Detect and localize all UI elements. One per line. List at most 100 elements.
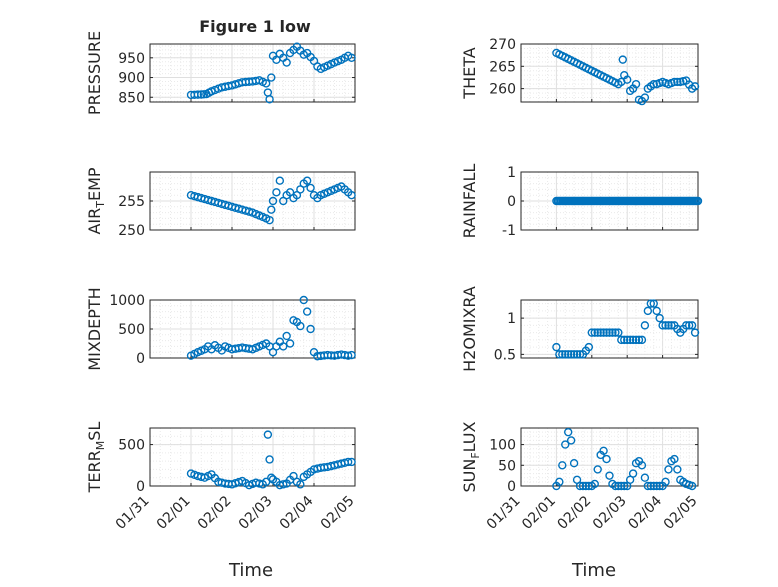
data-point xyxy=(670,77,679,87)
data-point xyxy=(285,339,295,348)
data-point xyxy=(267,73,276,82)
y-tick-label: 255 xyxy=(118,194,145,210)
data-point xyxy=(664,321,673,330)
data-point xyxy=(670,454,679,464)
x-tick-label: 02/01 xyxy=(154,493,194,533)
data-point xyxy=(628,335,638,345)
data-point xyxy=(343,351,353,360)
panel-terr-msl: 0 500 01/31 02/01 02/02 02/03 02/04 02/05 TERRMS… xyxy=(85,422,358,533)
data-point xyxy=(637,335,647,345)
axes-box xyxy=(520,43,699,103)
data-point xyxy=(593,328,602,337)
data-point xyxy=(561,350,570,359)
data-point xyxy=(649,79,658,89)
data-point xyxy=(564,427,573,437)
y-tick-label: 950 xyxy=(118,51,145,67)
data-point xyxy=(605,328,614,337)
y-tick-label: 50 xyxy=(498,458,516,474)
panel-h2omixra: 0.5 1 H2OMIXRA xyxy=(460,286,700,372)
data-point xyxy=(623,335,632,345)
axes-box xyxy=(149,43,356,103)
data-point xyxy=(631,335,641,345)
panel-rainfall: -1 0 1 RAINFALL xyxy=(460,164,703,239)
data-point xyxy=(279,480,288,489)
data-point xyxy=(555,477,564,487)
y-axis-label: MIXDEPTH xyxy=(85,287,104,370)
data-point xyxy=(628,469,638,478)
y-tick-label: 0 xyxy=(507,479,516,495)
data-point xyxy=(640,93,650,102)
x-tick-label: 02/01 xyxy=(519,493,559,533)
data-point xyxy=(267,205,276,214)
data-point xyxy=(652,481,661,491)
data-point xyxy=(555,350,564,359)
y-tick-label: -1 xyxy=(502,223,516,239)
data-point xyxy=(690,82,700,91)
data-point xyxy=(682,321,691,330)
data-point xyxy=(643,306,653,316)
y-tick-label: 260 xyxy=(489,82,516,98)
x-tick-label: 02/05 xyxy=(318,493,358,533)
data-point xyxy=(649,299,658,308)
data-point xyxy=(569,459,579,468)
data-point xyxy=(564,350,573,359)
x-tick-label: 02/04 xyxy=(277,493,317,533)
data-point xyxy=(655,481,664,491)
y-tick-label: 1 xyxy=(507,311,516,327)
data-point xyxy=(637,461,647,470)
x-tick-label: 02/03 xyxy=(590,493,630,533)
data-point xyxy=(596,328,605,337)
data-point xyxy=(661,477,670,487)
data-point xyxy=(673,465,682,474)
panel-theta: 260 265 270 THETA xyxy=(460,37,700,106)
data-point xyxy=(566,350,576,359)
data-point xyxy=(690,328,700,337)
data-point xyxy=(268,196,278,206)
data-point xyxy=(343,457,353,467)
data-point xyxy=(275,176,285,185)
data-point xyxy=(578,481,588,491)
data-point xyxy=(581,481,591,491)
data-point xyxy=(584,342,594,352)
data-point xyxy=(569,350,579,359)
data-point xyxy=(605,471,614,480)
data-point xyxy=(282,58,291,67)
x-axis-label-left: Time xyxy=(228,560,273,581)
data-point xyxy=(279,342,288,351)
data-point xyxy=(193,90,203,99)
axes-box xyxy=(520,299,699,359)
data-point xyxy=(306,324,315,334)
data-point xyxy=(561,440,570,449)
y-tick-label: 0 xyxy=(136,351,145,367)
data-point xyxy=(673,77,682,87)
y-tick-label: 100 xyxy=(489,438,516,454)
data-point xyxy=(614,481,623,491)
data-point xyxy=(599,328,608,337)
data-point xyxy=(575,481,585,491)
data-point xyxy=(640,321,650,330)
data-point xyxy=(296,321,305,331)
data-point xyxy=(634,335,644,345)
y-tick-label: 500 xyxy=(118,438,145,454)
data-point xyxy=(566,436,576,445)
y-axis-label: THETA xyxy=(460,47,479,99)
data-point xyxy=(296,480,305,489)
data-point xyxy=(558,461,567,470)
panel-pressure: 850 900 950 PRESSURE xyxy=(85,31,356,115)
data-point xyxy=(575,350,585,359)
data-point xyxy=(347,350,356,360)
data-point xyxy=(590,479,599,489)
y-tick-label: 265 xyxy=(489,59,516,75)
data-point xyxy=(646,481,655,491)
y-tick-label: 0 xyxy=(507,194,516,210)
y-axis-label: PRESSURE xyxy=(85,31,104,115)
data-point xyxy=(267,473,276,482)
data-point xyxy=(687,321,697,330)
data-point xyxy=(265,455,274,464)
data-point xyxy=(558,350,567,359)
data-point xyxy=(618,55,627,64)
data-point xyxy=(261,79,271,88)
